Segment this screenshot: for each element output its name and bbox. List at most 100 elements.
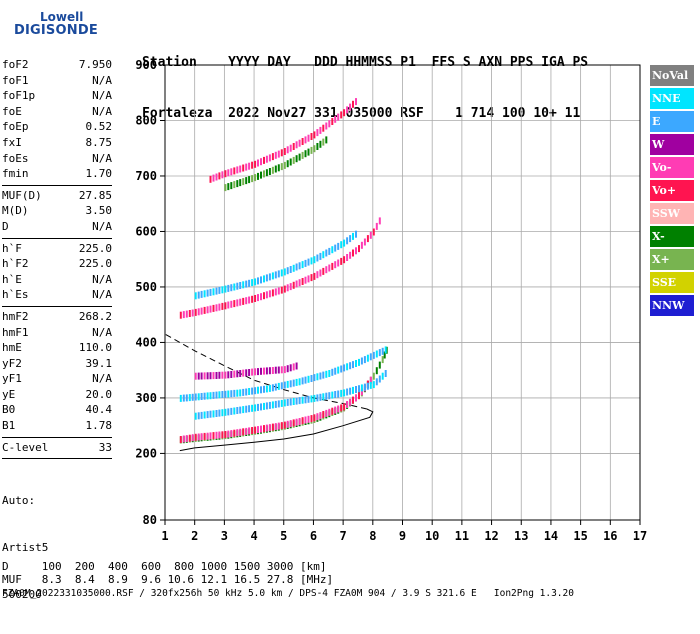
legend-item-sse: SSE bbox=[650, 272, 694, 293]
echo-mark bbox=[260, 386, 262, 394]
echo-mark bbox=[254, 404, 257, 412]
param-value: 39.1 bbox=[85, 356, 113, 370]
param-name: h`E bbox=[2, 272, 22, 286]
echo-mark bbox=[206, 372, 209, 380]
echo-mark bbox=[331, 246, 334, 254]
echo-mark bbox=[292, 156, 295, 164]
echo-mark bbox=[271, 153, 274, 161]
echo-mark bbox=[242, 428, 245, 436]
echo-mark bbox=[358, 385, 360, 393]
x-tick-label: 4 bbox=[250, 529, 257, 543]
echo-mark bbox=[340, 257, 343, 265]
echo-mark bbox=[352, 232, 354, 240]
echo-mark bbox=[236, 299, 239, 307]
autoscaler-info: Auto: Artist5 500200 bbox=[2, 462, 112, 634]
echo-mark bbox=[263, 170, 265, 178]
param-value: 3.50 bbox=[85, 204, 113, 218]
echo-mark bbox=[304, 376, 307, 384]
echo-mark bbox=[325, 370, 328, 378]
param-row: h`E N/A bbox=[2, 273, 112, 289]
echo-mark bbox=[265, 291, 268, 299]
echo-mark bbox=[194, 393, 197, 401]
echo-mark bbox=[221, 409, 224, 417]
param-row: D N/A bbox=[2, 220, 112, 236]
echo-mark bbox=[206, 306, 209, 314]
echo-mark bbox=[331, 262, 334, 270]
echo-mark bbox=[322, 124, 325, 132]
y-tick-label: 300 bbox=[135, 391, 157, 405]
echo-mark bbox=[307, 148, 310, 156]
param-value: 20.0 bbox=[85, 387, 113, 401]
echo-mark bbox=[257, 426, 259, 434]
param-name: hmF1 bbox=[2, 325, 29, 339]
echo-mark bbox=[274, 366, 277, 374]
autoscaler-version: 500200 bbox=[2, 588, 42, 601]
echo-mark bbox=[346, 254, 349, 261]
echo-mark bbox=[277, 366, 280, 374]
echo-mark bbox=[331, 391, 334, 399]
param-value: 8.75 bbox=[85, 135, 113, 149]
echo-mark bbox=[221, 286, 224, 294]
echo-mark bbox=[310, 375, 313, 382]
echo-mark bbox=[191, 434, 194, 442]
echo-mark bbox=[301, 396, 304, 404]
echo-mark bbox=[334, 406, 337, 414]
echo-mark bbox=[313, 374, 316, 382]
echo-mark bbox=[257, 386, 259, 394]
echo-mark bbox=[265, 424, 268, 432]
param-row: h`F 225.0 bbox=[2, 242, 112, 258]
echo-mark bbox=[191, 393, 194, 401]
echo-mark bbox=[274, 288, 277, 296]
echo-mark bbox=[277, 164, 280, 172]
echo-mark bbox=[301, 151, 304, 159]
echo-mark bbox=[337, 366, 340, 374]
echo-mark bbox=[274, 400, 277, 408]
echo-mark bbox=[185, 394, 188, 402]
echo-mark bbox=[292, 419, 295, 427]
echo-mark bbox=[242, 297, 245, 305]
echo-mark bbox=[248, 162, 251, 170]
echo-mark bbox=[212, 372, 215, 380]
param-row: foF1 N/A bbox=[2, 74, 112, 90]
echo-mark bbox=[334, 261, 337, 269]
param-value: N/A bbox=[92, 73, 112, 87]
echo-mark bbox=[307, 415, 310, 423]
echo-mark bbox=[209, 288, 212, 296]
param-row: foEs N/A bbox=[2, 152, 112, 168]
echo-mark bbox=[251, 387, 254, 395]
echo-mark bbox=[292, 264, 295, 272]
echo-mark bbox=[179, 394, 182, 402]
param-name: fmin bbox=[2, 167, 29, 181]
echo-mark bbox=[230, 390, 233, 398]
echo-mark bbox=[358, 392, 360, 400]
echo-mark bbox=[263, 385, 265, 393]
param-value: 40.4 bbox=[85, 403, 113, 417]
echo-mark bbox=[200, 393, 203, 400]
echo-mark bbox=[239, 282, 242, 289]
echo-mark bbox=[310, 133, 313, 140]
echo-mark bbox=[378, 349, 381, 357]
y-tick-label: 400 bbox=[135, 335, 157, 349]
echo-mark bbox=[233, 429, 236, 437]
echo-mark bbox=[346, 388, 349, 396]
echo-mark bbox=[363, 383, 366, 391]
y-tick-label: 600 bbox=[135, 224, 157, 238]
echo-mark bbox=[215, 431, 218, 439]
echo-mark bbox=[257, 368, 259, 376]
echo-mark bbox=[271, 166, 274, 174]
echo-mark bbox=[265, 385, 268, 393]
echo-mark bbox=[239, 370, 242, 377]
param-name: MUF(D) bbox=[2, 188, 42, 202]
echo-mark bbox=[191, 309, 194, 317]
echo-mark bbox=[200, 290, 203, 298]
echo-mark bbox=[378, 361, 381, 369]
echo-mark bbox=[340, 241, 343, 249]
echo-mark bbox=[197, 412, 200, 420]
echo-mark bbox=[265, 274, 268, 282]
param-name: hmF2 bbox=[2, 309, 29, 323]
param-row: MUF(D) 27.85 bbox=[2, 189, 112, 205]
echo-mark bbox=[233, 389, 236, 397]
param-name: foEp bbox=[2, 120, 29, 134]
echo-mark bbox=[248, 405, 251, 413]
echo-mark bbox=[286, 365, 289, 373]
